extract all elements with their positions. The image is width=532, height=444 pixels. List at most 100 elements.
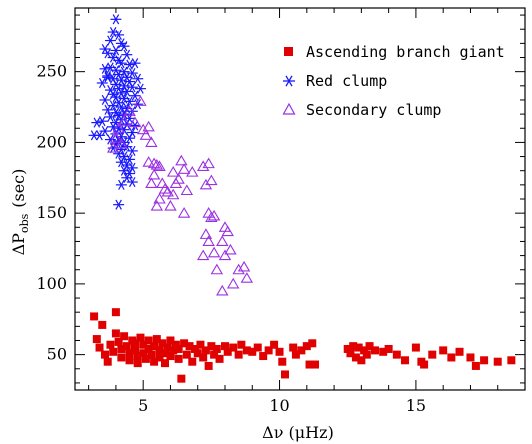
data-point-square bbox=[201, 346, 210, 355]
data-point-square bbox=[212, 344, 221, 353]
data-point-asterisk bbox=[118, 41, 130, 52]
data-point-asterisk bbox=[121, 86, 133, 97]
data-point-square bbox=[259, 352, 268, 361]
data-point-triangle bbox=[145, 136, 158, 147]
data-point-square bbox=[204, 361, 213, 370]
data-point-square bbox=[215, 354, 224, 363]
data-point-square bbox=[174, 354, 183, 363]
data-point-square bbox=[264, 346, 273, 355]
data-point-square bbox=[234, 350, 243, 359]
data-point-square bbox=[210, 350, 219, 359]
data-point-square bbox=[275, 347, 284, 356]
data-point-square bbox=[155, 353, 164, 362]
data-point-square bbox=[155, 346, 164, 355]
data-point-square bbox=[120, 332, 129, 341]
data-point-square bbox=[131, 339, 139, 348]
legend-item-ascending: Ascending branch giant bbox=[284, 43, 505, 61]
data-point-square bbox=[98, 320, 107, 329]
data-point-asterisk bbox=[115, 58, 127, 69]
data-point-square bbox=[166, 336, 175, 345]
data-point-triangle bbox=[109, 132, 123, 143]
data-point-square bbox=[182, 350, 191, 359]
data-point-square bbox=[343, 344, 352, 353]
data-point-triangle bbox=[237, 260, 251, 272]
data-point-square bbox=[152, 335, 161, 344]
data-point-triangle bbox=[166, 188, 180, 200]
data-point-triangle bbox=[150, 158, 164, 170]
data-point-asterisk bbox=[104, 35, 116, 46]
data-point-asterisk bbox=[102, 104, 114, 115]
data-point-triangle bbox=[177, 163, 191, 174]
data-point-square bbox=[229, 343, 238, 352]
legend-marker-triangle bbox=[282, 102, 296, 115]
data-point-square bbox=[291, 350, 300, 359]
data-point-square bbox=[106, 340, 115, 349]
data-point-square bbox=[507, 356, 516, 365]
y-tick-label: 200 bbox=[36, 132, 67, 151]
data-point-triangle bbox=[142, 156, 155, 167]
data-point-triangle bbox=[112, 122, 125, 133]
data-point-square bbox=[95, 343, 104, 352]
data-point-square bbox=[161, 359, 169, 368]
legend-item-secondary-clump: Secondary clump bbox=[282, 101, 441, 119]
y-axis-label-unit: (sec) bbox=[9, 169, 28, 208]
data-point-square bbox=[117, 344, 126, 353]
data-point-square bbox=[158, 339, 167, 348]
data-point-square bbox=[302, 342, 311, 351]
data-point-square bbox=[125, 349, 134, 358]
legend: Ascending branch giant Red clump Seconda… bbox=[282, 43, 505, 119]
data-point-triangle bbox=[180, 184, 194, 196]
data-point-asterisk bbox=[102, 72, 114, 83]
data-point-triangle bbox=[216, 284, 229, 296]
data-point-triangle bbox=[202, 235, 215, 246]
data-point-square bbox=[109, 347, 118, 356]
axis-ticks bbox=[75, 8, 526, 390]
data-point-triangle bbox=[177, 207, 191, 218]
data-point-square bbox=[185, 342, 194, 351]
data-point-triangle bbox=[216, 235, 229, 246]
data-point-triangle bbox=[205, 211, 218, 222]
data-point-square bbox=[199, 353, 208, 362]
data-point-triangle bbox=[115, 137, 128, 149]
data-point-asterisk bbox=[96, 77, 108, 89]
data-point-asterisk bbox=[132, 99, 144, 110]
data-point-square bbox=[221, 342, 229, 351]
data-point-asterisk bbox=[110, 45, 122, 56]
data-point-triangle bbox=[123, 105, 136, 116]
data-point-square bbox=[281, 370, 289, 379]
data-point-triangle bbox=[202, 157, 215, 169]
data-point-square bbox=[420, 360, 429, 369]
data-point-square bbox=[311, 360, 319, 369]
data-point-triangle bbox=[221, 225, 234, 237]
data-point-square bbox=[379, 347, 388, 356]
series-square bbox=[90, 308, 516, 383]
data-point-square bbox=[122, 342, 131, 351]
data-point-square bbox=[223, 347, 232, 356]
legend-item-red-clump: Red clump bbox=[283, 72, 387, 90]
data-point-square bbox=[90, 312, 99, 321]
x-axis-label: Δν (μHz) bbox=[262, 423, 334, 442]
data-point-triangle bbox=[153, 160, 166, 172]
series-triangle bbox=[106, 95, 254, 296]
data-point-asterisk bbox=[99, 63, 111, 74]
data-point-asterisk bbox=[132, 73, 144, 84]
data-point-square bbox=[411, 343, 420, 352]
data-point-triangle bbox=[218, 249, 232, 261]
data-point-asterisk bbox=[104, 111, 116, 123]
data-point-triangle bbox=[210, 263, 224, 275]
data-point-triangle bbox=[139, 129, 153, 140]
y-axis-label-subscript: obs bbox=[18, 213, 31, 233]
data-point-square bbox=[237, 340, 246, 349]
data-point-square bbox=[362, 350, 371, 359]
data-point-square bbox=[161, 349, 169, 358]
data-point-square bbox=[439, 346, 448, 355]
y-tick-label: 150 bbox=[36, 203, 67, 222]
data-point-square bbox=[365, 342, 374, 351]
data-point-triangle bbox=[226, 277, 240, 289]
data-point-square bbox=[150, 357, 159, 366]
data-point-triangle bbox=[232, 263, 245, 275]
y-axis-label-main: ΔP bbox=[9, 233, 28, 256]
data-point-square bbox=[297, 346, 306, 355]
data-point-triangle bbox=[166, 166, 180, 177]
